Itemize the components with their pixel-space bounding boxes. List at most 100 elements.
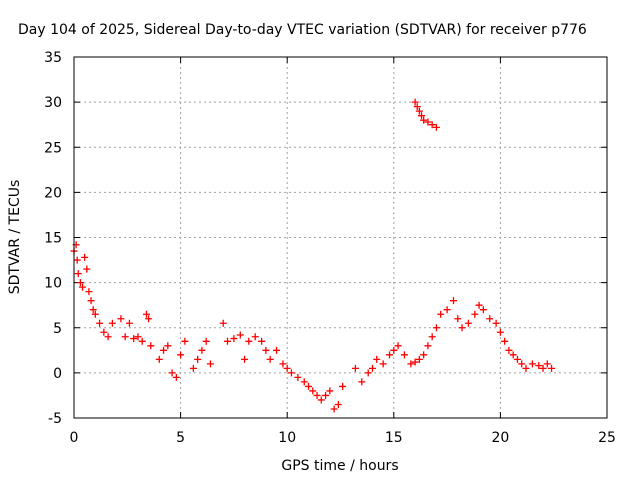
data-point [73, 256, 81, 264]
data-point [138, 337, 146, 345]
data-point [155, 355, 163, 363]
data-point [386, 351, 394, 359]
data-point [236, 331, 244, 339]
data-point [230, 335, 238, 343]
x-tick-label: 5 [176, 430, 185, 446]
data-point [85, 288, 93, 296]
data-point [428, 121, 436, 129]
data-series [70, 98, 556, 413]
data-point [202, 337, 210, 345]
data-point [245, 337, 253, 345]
data-point [535, 362, 543, 370]
data-point [108, 319, 116, 327]
data-point [475, 301, 483, 309]
x-tick-label: 10 [278, 430, 296, 446]
data-point [443, 306, 451, 314]
data-point [496, 328, 504, 336]
data-point [262, 346, 270, 354]
data-point [194, 355, 202, 363]
data-point [437, 310, 445, 318]
data-point [479, 306, 487, 314]
data-point [411, 358, 419, 366]
data-point [313, 391, 321, 399]
data-point [334, 400, 342, 408]
data-point [309, 387, 317, 395]
data-point [513, 355, 521, 363]
chart-title: Day 104 of 2025, Sidereal Day-to-day VTE… [18, 22, 587, 38]
data-point [147, 342, 155, 350]
data-point [449, 297, 457, 305]
data-point [206, 360, 214, 368]
y-tick-label: 35 [44, 50, 62, 66]
data-point [471, 310, 479, 318]
data-point [168, 369, 176, 377]
data-point [305, 382, 313, 390]
x-tick-label: 0 [70, 430, 79, 446]
y-tick-label: 20 [44, 185, 62, 201]
data-point [418, 112, 426, 120]
data-point [300, 378, 308, 386]
data-point [189, 364, 197, 372]
x-tick-label: 20 [491, 430, 509, 446]
data-point [294, 373, 302, 381]
data-point [100, 328, 108, 336]
y-tick-label: 0 [53, 366, 62, 382]
data-point [539, 364, 547, 372]
data-point [91, 310, 99, 318]
x-axis-label: GPS time / hours [281, 458, 398, 474]
data-point [458, 324, 466, 332]
data-point [428, 333, 436, 341]
y-tick-label: 25 [44, 140, 62, 156]
data-point [432, 123, 440, 131]
data-point [543, 360, 551, 368]
y-tick-label: 10 [44, 276, 62, 292]
data-point [330, 405, 338, 413]
data-point [368, 364, 376, 372]
data-point [266, 355, 274, 363]
data-point [317, 396, 325, 404]
data-point [87, 297, 95, 305]
data-point [411, 98, 419, 106]
data-point [279, 360, 287, 368]
data-point [373, 355, 381, 363]
data-point [198, 346, 206, 354]
data-point [241, 355, 249, 363]
data-point [505, 346, 513, 354]
data-point [125, 319, 133, 327]
data-point [364, 369, 372, 377]
data-point [172, 373, 180, 381]
x-tick-label: 25 [598, 430, 616, 446]
data-point [130, 335, 138, 343]
data-point [81, 253, 89, 261]
data-point [83, 265, 91, 273]
data-point [76, 279, 84, 287]
data-point [177, 351, 185, 359]
data-point [117, 315, 125, 323]
data-point [164, 342, 172, 350]
data-point [258, 337, 266, 345]
data-point [509, 351, 517, 359]
data-point [134, 333, 142, 341]
data-point [407, 360, 415, 368]
data-point [145, 315, 153, 323]
data-point [522, 364, 530, 372]
data-point [400, 351, 408, 359]
y-tick-label: -5 [48, 411, 62, 427]
data-point [379, 360, 387, 368]
x-tick-label: 15 [385, 430, 403, 446]
data-point [358, 378, 366, 386]
data-point [224, 337, 232, 345]
data-point [390, 346, 398, 354]
grid [74, 57, 607, 418]
data-point [283, 364, 291, 372]
data-point [79, 283, 87, 291]
data-point [501, 337, 509, 345]
data-point [415, 107, 423, 115]
data-point [142, 310, 150, 318]
data-point [413, 103, 421, 111]
data-point [219, 319, 227, 327]
y-axis-label: SDTVAR / TECUs [7, 180, 23, 295]
data-point [432, 324, 440, 332]
